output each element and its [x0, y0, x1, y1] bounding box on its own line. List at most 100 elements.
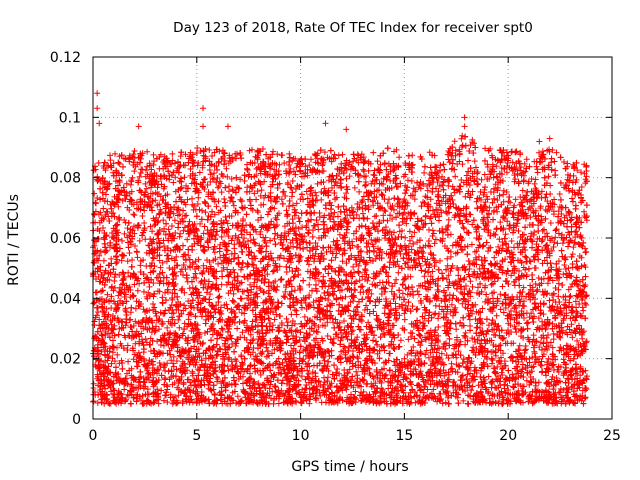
data-point: [304, 195, 311, 202]
data-point: [396, 154, 403, 161]
data-point: [281, 294, 288, 301]
data-point: [507, 199, 514, 206]
data-point: [481, 171, 488, 178]
data-point: [268, 218, 275, 225]
data-point: [195, 329, 202, 336]
data-point: [557, 344, 564, 351]
data-point: [292, 328, 299, 335]
data-point: [432, 236, 439, 243]
data-point: [512, 196, 519, 203]
data-point: [581, 262, 588, 269]
data-point: [557, 334, 564, 341]
data-point: [495, 322, 502, 329]
data-point: [393, 316, 400, 323]
data-point: [173, 253, 180, 260]
data-point: [535, 274, 542, 281]
data-point: [512, 176, 519, 183]
data-point: [489, 357, 496, 364]
data-point: [391, 280, 398, 287]
data-point: [351, 184, 358, 191]
data-point: [194, 201, 201, 208]
data-point: [265, 290, 272, 297]
data-point: [113, 253, 120, 260]
data-point: [493, 312, 500, 319]
data-point: [314, 180, 321, 187]
data-point: [488, 281, 495, 288]
data-point: [125, 358, 132, 365]
data-point: [354, 334, 361, 341]
data-point: [484, 327, 491, 334]
data-point: [98, 331, 105, 338]
data-point: [105, 352, 112, 359]
data-point: [511, 178, 518, 185]
data-point: [544, 208, 551, 215]
data-point: [315, 226, 322, 233]
data-point: [159, 259, 166, 266]
data-point: [219, 147, 226, 154]
data-point: [374, 158, 381, 165]
data-point: [218, 189, 225, 196]
data-point: [415, 291, 422, 298]
data-point: [559, 240, 566, 247]
data-point: [181, 320, 188, 327]
data-point: [556, 191, 563, 198]
data-point: [176, 324, 183, 331]
data-point: [370, 248, 377, 255]
data-point: [452, 173, 459, 180]
data-point: [220, 264, 227, 271]
data-point: [505, 327, 512, 334]
data-point: [371, 281, 378, 288]
data-point: [516, 342, 523, 349]
data-point: [223, 165, 230, 172]
chart-title: Day 123 of 2018, Rate Of TEC Index for r…: [173, 20, 533, 36]
data-point: [557, 385, 564, 392]
data-point: [410, 185, 417, 192]
data-point: [275, 355, 282, 362]
data-point: [458, 135, 465, 142]
data-point: [224, 266, 231, 273]
data-point: [282, 288, 289, 295]
data-point: [324, 333, 331, 340]
data-point: [177, 230, 184, 237]
data-point: [94, 308, 101, 315]
data-point: [496, 342, 503, 349]
data-point: [277, 276, 284, 283]
data-point: [134, 287, 141, 294]
data-point: [103, 305, 110, 312]
data-point: [543, 230, 550, 237]
data-point: [189, 151, 196, 158]
data-point: [121, 386, 128, 393]
data-point: [164, 324, 171, 331]
data-point: [116, 272, 123, 279]
data-point: [169, 150, 176, 157]
data-point: [249, 318, 256, 325]
data-point: [392, 235, 399, 242]
data-point: [324, 374, 331, 381]
data-point: [493, 173, 500, 180]
data-point: [230, 290, 237, 297]
data-point: [124, 225, 131, 232]
data-point: [331, 209, 338, 216]
data-point: [497, 306, 504, 313]
data-point: [225, 367, 232, 374]
data-point: [432, 310, 439, 317]
data-point: [368, 290, 375, 297]
data-point: [336, 231, 343, 238]
data-point: [156, 359, 163, 366]
data-point: [231, 299, 238, 306]
data-point: [261, 178, 268, 185]
data-point: [211, 170, 218, 177]
data-point: [180, 227, 187, 234]
data-point: [329, 285, 336, 292]
data-point: [572, 298, 579, 305]
data-points: [90, 90, 590, 407]
data-point: [509, 159, 516, 166]
data-point: [443, 310, 450, 317]
data-point: [286, 150, 293, 157]
data-point: [464, 371, 471, 378]
data-point: [129, 257, 136, 264]
data-point: [306, 281, 313, 288]
data-point: [141, 219, 148, 226]
data-point: [312, 189, 319, 196]
